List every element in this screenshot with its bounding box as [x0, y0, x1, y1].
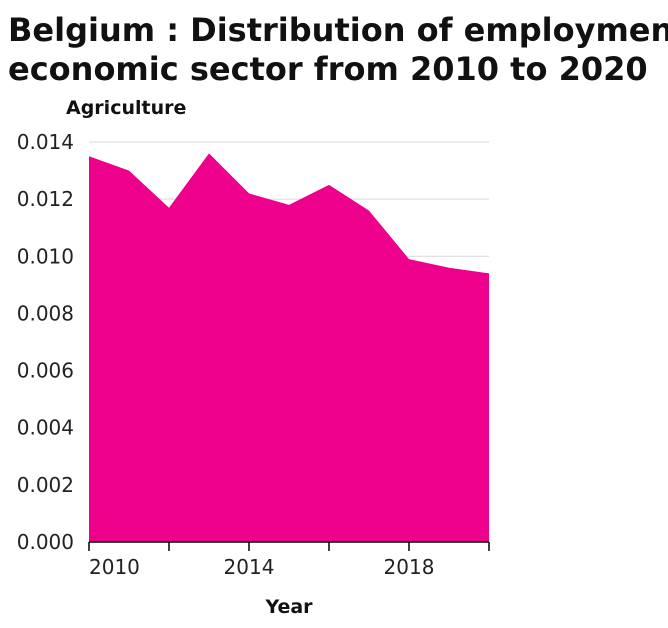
y-axis-tick-labels: 0.000 0.002 0.004 0.006 0.008 0.010 0.012 0.014	[17, 130, 74, 554]
y-tick-label: 0.004	[17, 416, 74, 440]
y-tick-label: 0.008	[17, 301, 74, 325]
x-tick-label: 2014	[224, 555, 275, 579]
series-area-layer	[88, 153, 490, 542]
x-tick-label: 2010	[89, 555, 140, 579]
y-tick-label: 0.012	[17, 187, 74, 211]
x-tick-label: 2018	[384, 555, 435, 579]
y-tick-label: 0.010	[17, 244, 74, 268]
y-tick-label: 0.014	[17, 130, 74, 154]
y-tick-label: 0.000	[17, 530, 74, 554]
y-tick-label: 0.006	[17, 359, 74, 383]
x-axis	[88, 541, 490, 551]
series-area-0	[89, 153, 489, 542]
chart-title-line-2: economic sector from 2010 to 2020	[8, 50, 648, 88]
y-axis-label: Agriculture	[66, 97, 186, 119]
x-axis-label: Year	[264, 596, 313, 618]
x-axis-tick-labels: 2010 2014 2018	[89, 555, 434, 579]
y-tick-label: 0.002	[17, 473, 74, 497]
chart-title-line-1: Belgium : Distribution of employment by	[8, 11, 668, 49]
